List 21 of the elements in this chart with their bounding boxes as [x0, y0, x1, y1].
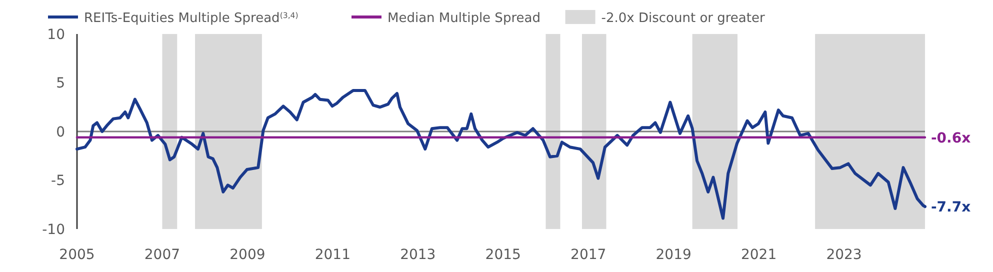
- y-tick-label: 0: [56, 124, 65, 140]
- x-tick-label: 2005: [59, 247, 95, 263]
- y-tick-label: 10: [47, 26, 65, 43]
- x-tick-label: 2011: [314, 247, 350, 263]
- x-tick-label: 2013: [400, 247, 436, 263]
- x-tick-label: 2023: [826, 247, 862, 263]
- line-series: [76, 89, 926, 220]
- y-tick-label: -5: [51, 173, 65, 190]
- legend-label: Median Multiple Spread: [388, 11, 540, 26]
- x-tick-label: 2021: [740, 247, 777, 263]
- legend-label: REITs-Equities Multiple Spread$^{(3,4)}$: [84, 10, 298, 26]
- annotation: -0.6x: [931, 130, 971, 146]
- annotation: -7.7x: [931, 199, 971, 216]
- x-tick-label: 2007: [144, 247, 180, 263]
- x-tick-label: 2009: [230, 247, 266, 263]
- y-tick-label: -10: [42, 222, 65, 238]
- x-tick-label: 2015: [485, 247, 521, 263]
- y-tick-label: 5: [56, 76, 65, 92]
- x-tick-label: 2017: [570, 247, 606, 263]
- x-tick-label: 2019: [656, 247, 692, 263]
- legend-label: -2.0x Discount or greater: [601, 11, 766, 26]
